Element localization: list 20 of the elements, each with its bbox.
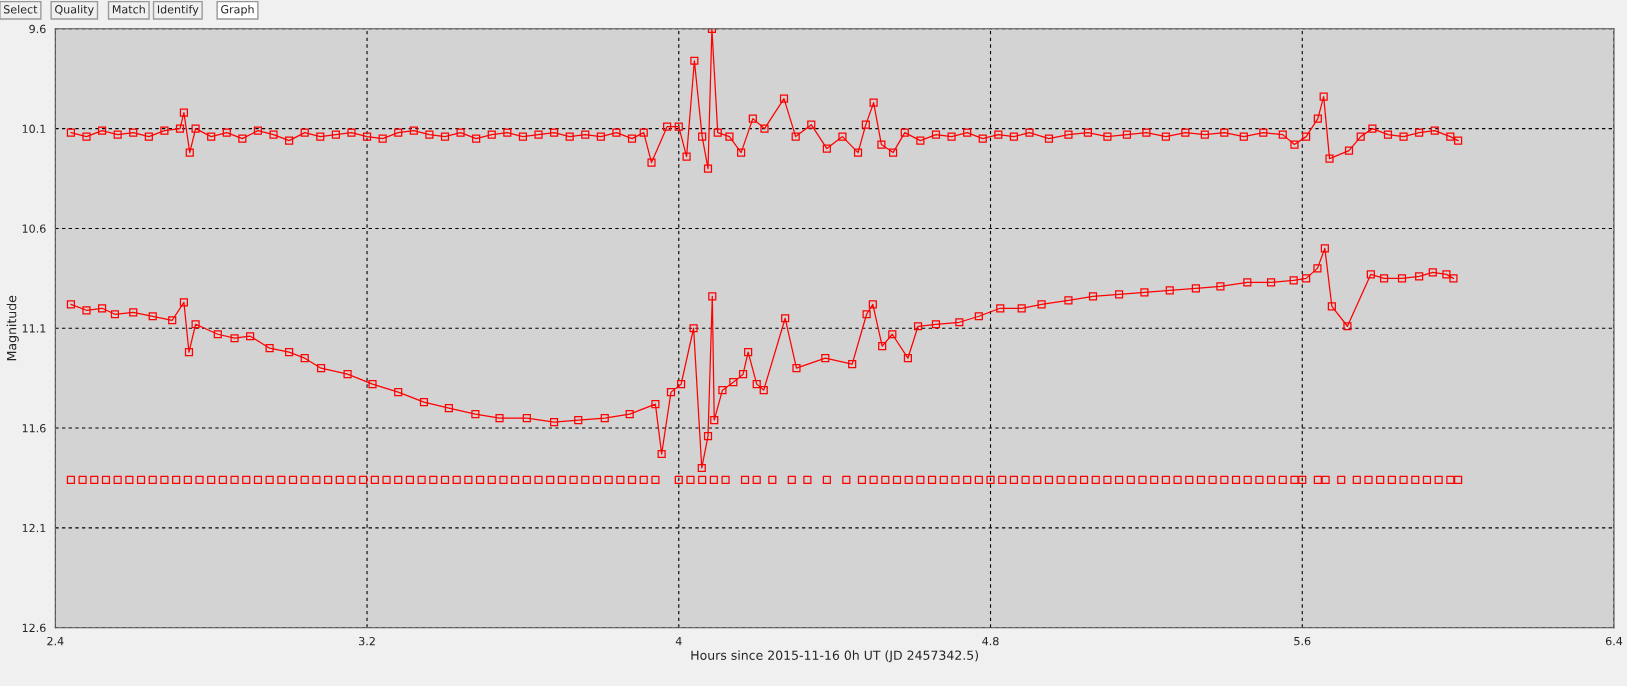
y-tick-label: 11.1 bbox=[22, 324, 46, 333]
text: Graph bbox=[221, 4, 254, 16]
y-tick-label: 12.6 bbox=[22, 623, 46, 633]
x-tick-label: 3.2 bbox=[359, 636, 375, 646]
y-tick-label: 10.1 bbox=[22, 124, 46, 133]
text: Match bbox=[112, 4, 145, 14]
y-axis-title: Magnitude bbox=[6, 295, 19, 361]
text: Identify bbox=[157, 4, 199, 16]
x-tick-label: 4 bbox=[675, 637, 682, 646]
y-tick-label: 12.1 bbox=[22, 523, 46, 533]
x-tick-label: 4.8 bbox=[982, 636, 999, 646]
y-tick-label: 10.6 bbox=[22, 224, 46, 233]
x-tick-label: 5.6 bbox=[1294, 636, 1311, 646]
text: Select bbox=[3, 4, 38, 14]
y-tick-label: 11.6 bbox=[22, 424, 46, 433]
x-tick-label: 2.4 bbox=[47, 636, 64, 646]
y-tick-label: 9.6 bbox=[29, 24, 46, 34]
x-tick-label: 6.4 bbox=[1605, 636, 1623, 646]
text: Quality bbox=[55, 4, 94, 16]
x-axis-title: Hours since 2015-11-16 0h UT (JD 2457342.5) bbox=[691, 650, 979, 663]
